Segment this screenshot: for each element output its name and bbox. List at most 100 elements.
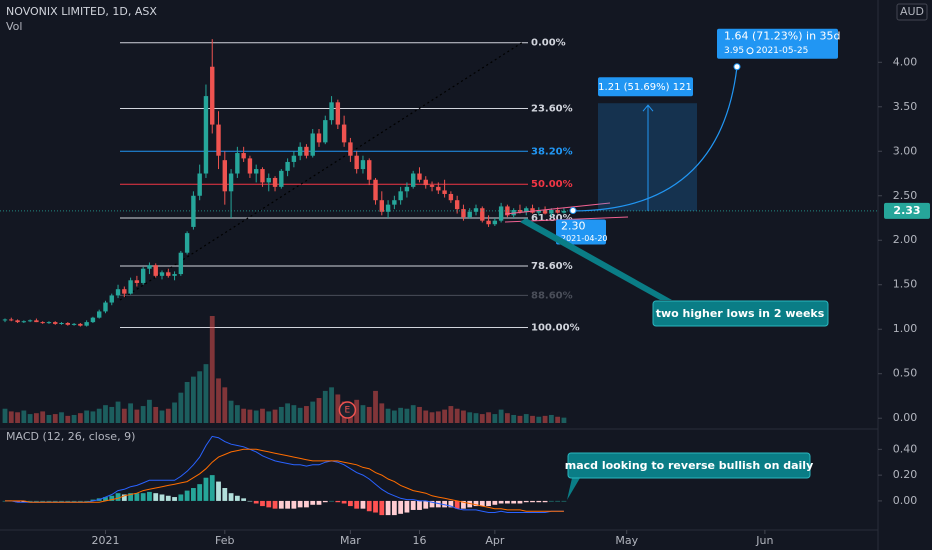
candle-body bbox=[247, 158, 253, 174]
candle-body bbox=[561, 210, 567, 213]
candle-body bbox=[341, 124, 347, 143]
macd-histogram-bar bbox=[253, 500, 259, 504]
macd-histogram-bar bbox=[247, 500, 253, 502]
candle-body bbox=[549, 209, 554, 214]
measure-arrow-head bbox=[642, 104, 654, 112]
macd-histogram-bar bbox=[391, 500, 397, 516]
volume-bar bbox=[121, 408, 127, 423]
volume-bar bbox=[442, 409, 447, 423]
volume-bar bbox=[297, 407, 303, 423]
callout-box bbox=[567, 452, 811, 479]
macd-histogram-bar bbox=[15, 500, 20, 503]
macd-histogram-bar bbox=[109, 495, 115, 501]
volume-bar bbox=[511, 414, 517, 423]
volume-bar bbox=[147, 399, 152, 423]
macd-histogram-bar bbox=[423, 500, 429, 509]
candle-body bbox=[304, 146, 309, 156]
candle-body bbox=[480, 208, 485, 221]
candle-body bbox=[153, 265, 158, 276]
y-tick-label: 4.00 bbox=[893, 55, 918, 68]
macd-histogram-bar bbox=[348, 500, 353, 507]
volume-bar bbox=[40, 411, 46, 423]
macd-histogram-bar bbox=[191, 488, 196, 501]
macd-histogram-bar bbox=[492, 500, 498, 505]
candle-body bbox=[9, 319, 14, 321]
macd-y-tick-label: 0.40 bbox=[893, 442, 918, 455]
y-tick-label: 2.00 bbox=[893, 233, 918, 246]
macd-histogram-bar bbox=[140, 493, 146, 501]
candle-body bbox=[454, 200, 460, 210]
candle-body bbox=[84, 322, 89, 326]
volume-bar bbox=[536, 416, 542, 423]
fib-label: 38.20% bbox=[531, 146, 573, 157]
candle-body bbox=[97, 311, 102, 318]
fib-label: 100.00% bbox=[531, 322, 580, 333]
volume-bar bbox=[410, 405, 416, 423]
projection-price: 3.95 bbox=[724, 46, 744, 56]
callout-box bbox=[652, 300, 829, 327]
volume-bar bbox=[260, 408, 265, 423]
volume-bar bbox=[2, 408, 8, 423]
candle-body bbox=[147, 265, 152, 269]
candle-body bbox=[555, 209, 560, 213]
volume-bar bbox=[228, 400, 234, 423]
macd-histogram-bar bbox=[134, 493, 140, 501]
fib-label: 0.00% bbox=[531, 38, 566, 49]
macd-histogram-bar bbox=[486, 500, 491, 507]
candle-body bbox=[448, 193, 454, 201]
macd-histogram-bar bbox=[128, 493, 133, 501]
candle-body bbox=[323, 120, 328, 143]
macd-histogram-bar bbox=[266, 500, 272, 508]
candle-body bbox=[348, 142, 353, 156]
macd-histogram-bar bbox=[184, 490, 190, 501]
macd-histogram-bar bbox=[467, 500, 473, 508]
volume-bar bbox=[335, 394, 341, 423]
candle-body bbox=[203, 96, 209, 174]
candle-body bbox=[498, 206, 504, 221]
macd-histogram-bar bbox=[272, 500, 278, 509]
macd-histogram-bar bbox=[40, 500, 46, 502]
candle-body bbox=[404, 186, 410, 192]
volume-bar bbox=[153, 406, 159, 423]
macd-histogram-bar bbox=[542, 500, 548, 503]
macd-histogram-bar bbox=[59, 500, 64, 502]
macd-histogram-bar bbox=[473, 500, 479, 507]
candle-body bbox=[140, 268, 146, 283]
macd-histogram-bar bbox=[172, 497, 177, 501]
candle-body bbox=[461, 209, 466, 218]
volume-bar bbox=[27, 414, 33, 423]
macd-histogram-bar bbox=[178, 494, 184, 501]
macd-histogram-bar bbox=[511, 500, 517, 504]
y-tick-label: 0.50 bbox=[893, 367, 918, 380]
candle-body bbox=[272, 177, 278, 187]
macd-histogram-bar bbox=[442, 500, 447, 508]
macd-line bbox=[5, 435, 564, 513]
macd-histogram-bar bbox=[335, 500, 341, 503]
candle-body bbox=[222, 160, 227, 192]
macd-histogram-bar bbox=[341, 500, 347, 504]
macd-histogram-bar bbox=[498, 500, 504, 504]
x-tick-label: Mar bbox=[340, 534, 361, 547]
volume-bar bbox=[77, 413, 83, 423]
candle-body bbox=[291, 155, 297, 162]
volume-bar bbox=[197, 371, 203, 423]
volume-bar bbox=[234, 405, 240, 423]
projection-clock bbox=[746, 47, 754, 55]
macd-histogram-bar bbox=[165, 495, 171, 501]
macd-title: MACD (12, 26, close, 9) bbox=[6, 430, 135, 443]
volume-bar bbox=[391, 410, 397, 423]
candle-body bbox=[467, 211, 472, 218]
macd-histogram-bar bbox=[241, 498, 247, 501]
candle-body bbox=[266, 177, 271, 183]
macd-histogram-bar bbox=[71, 500, 77, 502]
volume-bar bbox=[46, 414, 52, 423]
volume-bar bbox=[398, 407, 404, 423]
volume-bar bbox=[304, 406, 309, 423]
volume-bar bbox=[52, 414, 58, 423]
volume-bar bbox=[417, 406, 422, 423]
candle-body bbox=[59, 323, 64, 325]
volume-bar bbox=[505, 413, 510, 423]
volume-bar bbox=[159, 410, 165, 423]
candle-body bbox=[417, 173, 422, 180]
volume-bar bbox=[448, 406, 454, 423]
